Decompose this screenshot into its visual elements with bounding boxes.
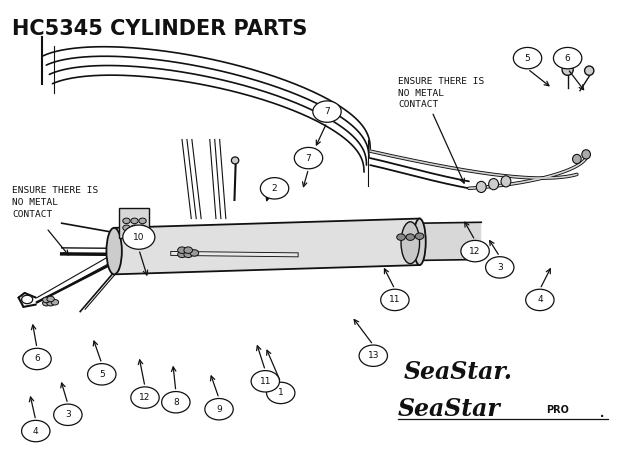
Circle shape — [162, 392, 190, 413]
Text: 11: 11 — [260, 377, 271, 386]
Circle shape — [178, 247, 186, 253]
Text: 6: 6 — [565, 53, 571, 63]
Text: 11: 11 — [389, 295, 400, 305]
Circle shape — [381, 289, 409, 311]
Text: 1: 1 — [278, 388, 284, 398]
Circle shape — [54, 404, 82, 425]
Circle shape — [190, 250, 199, 256]
Text: .: . — [598, 402, 605, 421]
Circle shape — [123, 225, 130, 231]
Circle shape — [131, 218, 138, 224]
Text: PRO: PRO — [546, 405, 569, 415]
Text: 4: 4 — [33, 426, 39, 436]
Circle shape — [313, 101, 341, 122]
Circle shape — [88, 364, 116, 385]
Ellipse shape — [573, 154, 581, 164]
Circle shape — [267, 382, 295, 404]
Circle shape — [553, 47, 582, 69]
Circle shape — [406, 234, 415, 240]
Circle shape — [131, 387, 159, 408]
Text: 3: 3 — [497, 263, 503, 272]
Text: 5: 5 — [99, 370, 105, 379]
Circle shape — [184, 247, 193, 253]
Text: ENSURE THERE IS
NO METAL
CONTACT: ENSURE THERE IS NO METAL CONTACT — [398, 77, 484, 109]
Text: 12: 12 — [470, 246, 481, 256]
Circle shape — [23, 348, 51, 370]
Circle shape — [260, 178, 289, 199]
Text: 13: 13 — [368, 351, 379, 360]
Circle shape — [397, 234, 405, 240]
Text: 6: 6 — [34, 354, 40, 364]
Ellipse shape — [501, 176, 511, 187]
Ellipse shape — [562, 64, 573, 75]
Ellipse shape — [489, 179, 499, 190]
Circle shape — [43, 297, 50, 303]
Circle shape — [43, 300, 50, 306]
Ellipse shape — [413, 219, 426, 265]
Circle shape — [51, 299, 59, 305]
Circle shape — [139, 225, 146, 231]
Text: HC5345 CYLINDER PARTS: HC5345 CYLINDER PARTS — [12, 19, 308, 39]
Ellipse shape — [476, 181, 486, 193]
Circle shape — [123, 225, 155, 249]
Polygon shape — [114, 219, 420, 274]
Text: 7: 7 — [305, 153, 312, 163]
Circle shape — [131, 225, 138, 231]
Ellipse shape — [231, 157, 239, 164]
Circle shape — [294, 147, 323, 169]
Circle shape — [123, 218, 130, 224]
Ellipse shape — [401, 222, 420, 264]
Circle shape — [47, 300, 54, 306]
Text: 3: 3 — [65, 410, 71, 419]
Circle shape — [178, 251, 186, 258]
Circle shape — [486, 257, 514, 278]
Circle shape — [22, 295, 33, 304]
Circle shape — [139, 218, 146, 224]
Text: ENSURE THERE IS
NO METAL
CONTACT: ENSURE THERE IS NO METAL CONTACT — [12, 186, 99, 219]
Text: 8: 8 — [173, 398, 179, 407]
Text: 9: 9 — [216, 405, 222, 414]
Circle shape — [22, 420, 50, 442]
Text: 2: 2 — [271, 184, 278, 193]
Ellipse shape — [106, 228, 122, 274]
Text: SeaStar: SeaStar — [398, 397, 501, 421]
Circle shape — [251, 371, 280, 392]
Polygon shape — [420, 222, 481, 260]
Text: 4: 4 — [537, 295, 543, 305]
Circle shape — [47, 296, 54, 302]
Circle shape — [513, 47, 542, 69]
Circle shape — [461, 240, 489, 262]
Text: 10: 10 — [133, 232, 144, 242]
Ellipse shape — [584, 66, 594, 75]
Text: 7: 7 — [324, 107, 330, 116]
Text: 5: 5 — [524, 53, 531, 63]
Circle shape — [526, 289, 554, 311]
Circle shape — [205, 399, 233, 420]
Circle shape — [184, 251, 193, 258]
FancyBboxPatch shape — [119, 208, 149, 238]
Circle shape — [359, 345, 387, 366]
Text: 12: 12 — [139, 393, 151, 402]
Text: SeaStar.: SeaStar. — [404, 360, 513, 384]
Circle shape — [415, 233, 424, 239]
Ellipse shape — [582, 150, 590, 159]
